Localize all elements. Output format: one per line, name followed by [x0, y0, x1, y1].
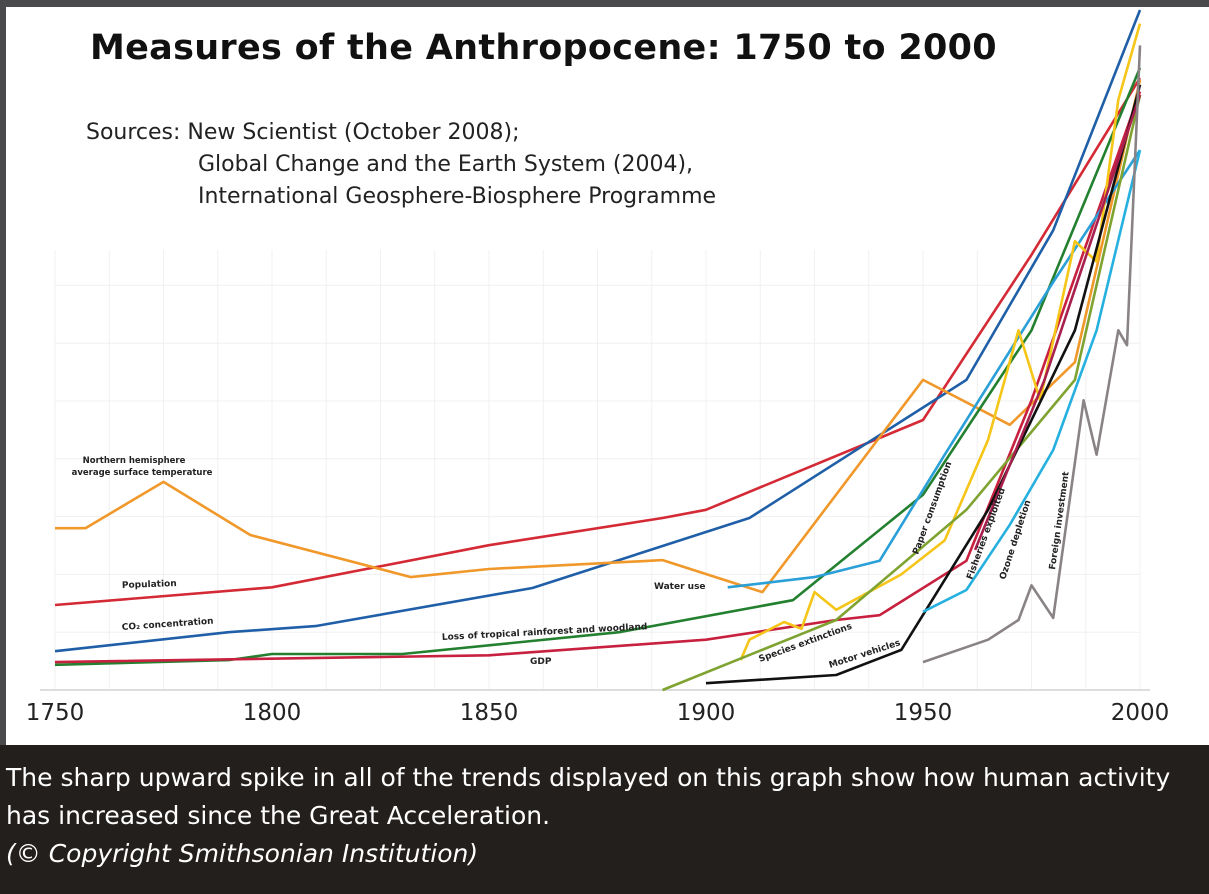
x-tick-label: 2000 — [1111, 700, 1170, 726]
series-line-population — [54, 77, 1142, 607]
series-line-paper-consumption — [739, 23, 1142, 661]
caption: The sharp upward spike in all of the tre… — [0, 745, 1209, 894]
series-label: Population — [122, 579, 177, 591]
sources-line-1: Sources: New Scientist (October 2008); — [86, 120, 520, 145]
top-bar — [0, 0, 1209, 7]
series-label: Ozone depletion — [998, 499, 1033, 581]
left-edge — [0, 0, 6, 745]
x-tick-label: 1900 — [677, 700, 736, 726]
series-label-temperature-line-2: average surface temperature — [72, 468, 213, 478]
series-label: CO₂ concentration — [122, 617, 214, 633]
series-line-co-concentration — [54, 9, 1142, 653]
sources-line-3: International Geosphere-Biosphere Progra… — [198, 184, 717, 209]
sources-line-2: Global Change and the Earth System (2004… — [198, 152, 694, 177]
series-line-species-extinctions — [662, 94, 1142, 692]
series-line-motor-vehicles — [705, 84, 1142, 685]
series-line-ozone-depletion — [922, 149, 1142, 613]
caption-text: The sharp upward spike in all of the tre… — [6, 763, 1171, 830]
series-label: GDP — [530, 657, 552, 667]
x-tick-label: 1850 — [460, 700, 519, 726]
series-label-temperature-line-1: Northern hemisphere — [83, 456, 186, 466]
series-label: Foreign investment — [1048, 470, 1072, 570]
series-line-foreign-investment — [922, 45, 1142, 664]
series-line-northern-hemisphere-average-surface-temperature — [55, 79, 1142, 594]
x-tick-label: 1950 — [894, 700, 953, 726]
series-line-gdp — [54, 91, 1142, 664]
x-tick-label: 1800 — [243, 700, 302, 726]
series-line-fisheries-exploited — [973, 94, 1142, 551]
series-line-water-use — [727, 149, 1142, 589]
x-tick-label: 1750 — [26, 700, 85, 726]
chart-title: Measures of the Anthropocene: 1750 to 20… — [90, 28, 997, 68]
anthropocene-chart: 1750 1800 1850 1900 1950 2000 Population CO₂ co… — [26, 9, 1170, 726]
caption-copyright: (© Copyright Smithsonian Institution) — [6, 839, 479, 868]
series-label: Water use — [654, 582, 706, 592]
